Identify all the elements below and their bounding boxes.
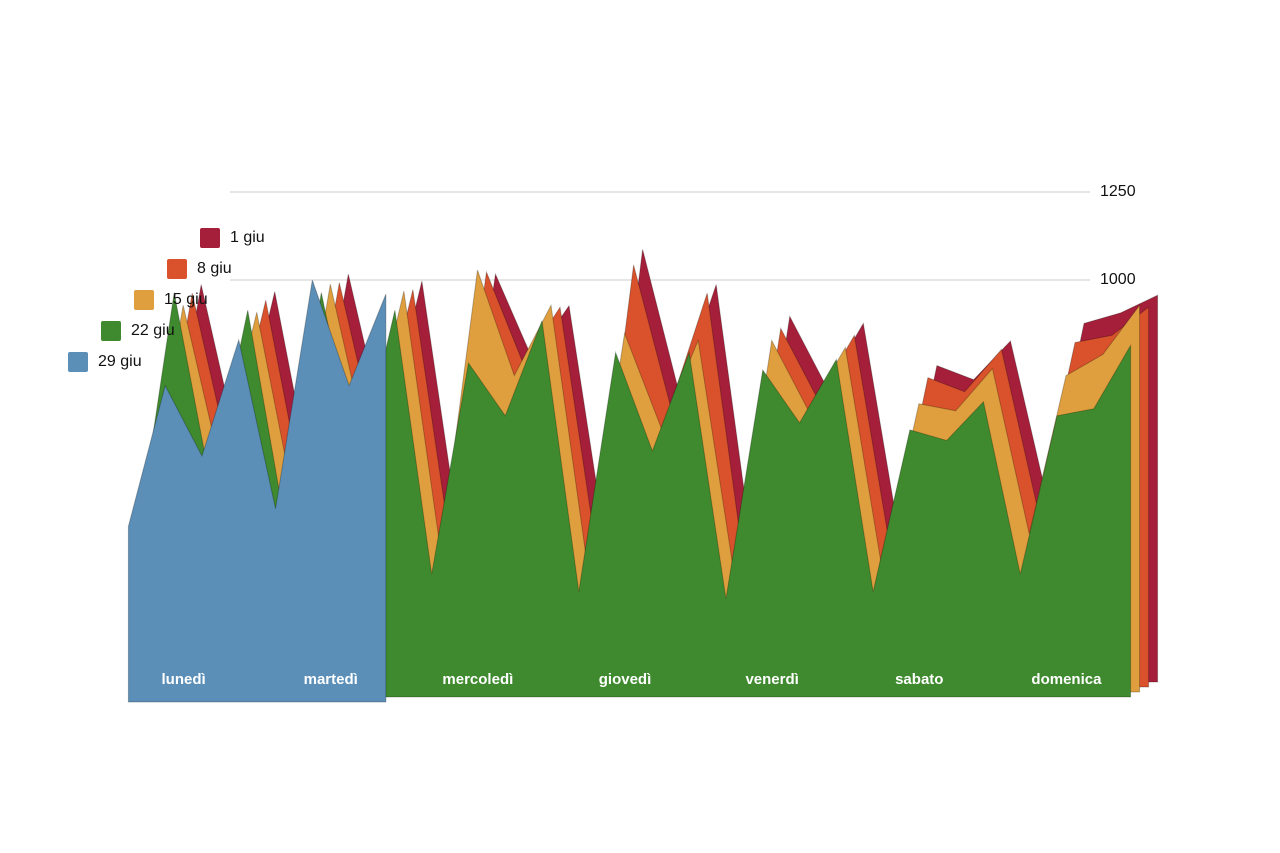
y-tick-label: 1000 bbox=[1100, 271, 1136, 288]
x-tick-label: martedì bbox=[304, 671, 358, 688]
x-tick-label: mercoledì bbox=[442, 671, 513, 688]
legend-swatch bbox=[167, 259, 187, 279]
legend-swatch bbox=[68, 352, 88, 372]
legend-label: 8 giu bbox=[197, 260, 232, 277]
legend-label: 29 giu bbox=[98, 353, 142, 370]
legend-swatch bbox=[101, 321, 121, 341]
legend-label: 22 giu bbox=[131, 322, 175, 339]
x-tick-label: sabato bbox=[895, 671, 943, 688]
legend-swatch bbox=[200, 228, 220, 248]
legend-label: 15 giu bbox=[164, 291, 208, 308]
area bbox=[127, 279, 387, 703]
x-tick-label: lunedì bbox=[161, 671, 205, 688]
legend-swatch bbox=[134, 290, 154, 310]
x-tick-label: venerdì bbox=[745, 671, 798, 688]
y-tick-label: 1250 bbox=[1100, 183, 1136, 200]
legend-label: 1 giu bbox=[230, 229, 265, 246]
x-tick-label: giovedì bbox=[599, 671, 652, 688]
x-tick-label: domenica bbox=[1031, 671, 1102, 688]
